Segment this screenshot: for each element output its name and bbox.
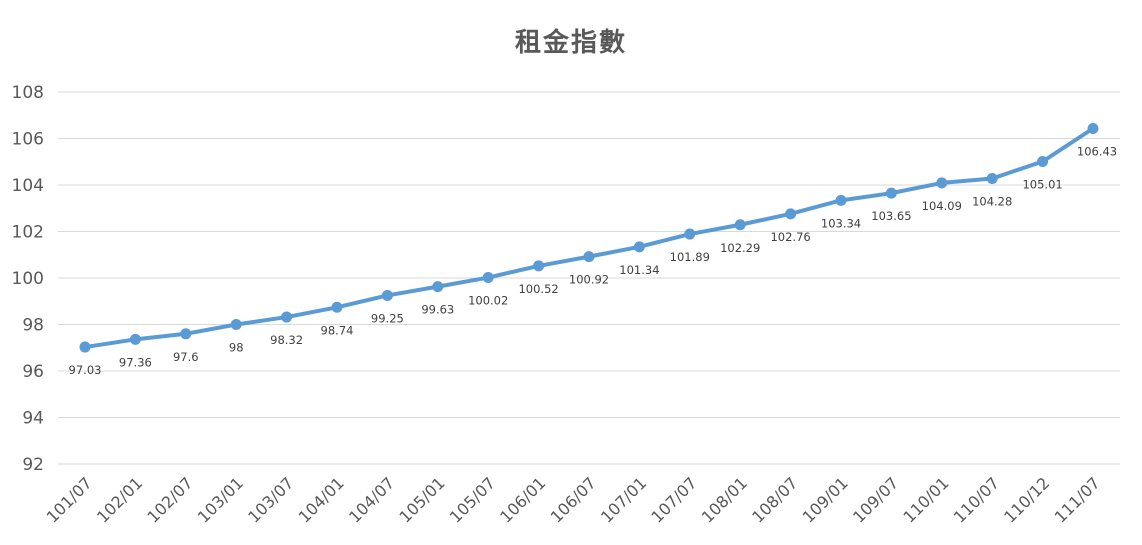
x-tick-label: 109/07 — [849, 473, 902, 526]
x-tick-label: 101/07 — [43, 473, 96, 526]
x-tick-label: 110/07 — [950, 473, 1003, 526]
data-label: 98 — [229, 341, 244, 355]
x-tick-label: 104/01 — [295, 473, 348, 526]
x-tick-label: 102/01 — [93, 473, 146, 526]
data-label: 106.43 — [1077, 145, 1117, 159]
x-tick-label: 104/07 — [345, 473, 398, 526]
data-point — [129, 333, 141, 345]
data-point — [482, 272, 494, 284]
data-label: 103.34 — [821, 216, 861, 230]
x-tick-label: 111/07 — [1051, 473, 1104, 526]
data-point — [633, 241, 645, 253]
data-label: 105.01 — [1022, 178, 1062, 192]
y-tick-label: 108 — [12, 83, 44, 103]
data-point — [281, 311, 293, 323]
data-label: 103.65 — [871, 209, 911, 223]
x-tick-label: 107/07 — [647, 473, 700, 526]
x-tick-label: 106/01 — [496, 473, 549, 526]
data-point — [1037, 156, 1049, 168]
data-label: 98.32 — [270, 333, 303, 347]
data-label: 97.03 — [69, 363, 102, 377]
data-label: 98.74 — [321, 323, 354, 337]
data-label: 101.89 — [670, 250, 710, 264]
x-tick-label: 108/01 — [698, 473, 751, 526]
data-label: 104.09 — [922, 199, 962, 213]
data-label: 99.25 — [371, 311, 404, 325]
data-point — [583, 251, 595, 263]
x-tick-label: 103/07 — [244, 473, 297, 526]
x-tick-label: 109/01 — [799, 473, 852, 526]
x-tick-label: 107/01 — [597, 473, 650, 526]
data-label: 102.29 — [720, 241, 760, 255]
data-point — [79, 341, 91, 353]
data-label: 99.63 — [421, 303, 454, 317]
y-tick-label: 104 — [12, 176, 44, 196]
data-point — [533, 260, 545, 272]
data-label: 101.34 — [619, 263, 659, 277]
data-point — [381, 289, 393, 301]
y-tick-label: 92 — [22, 455, 44, 475]
data-point — [734, 219, 746, 231]
y-tick-label: 94 — [22, 409, 44, 429]
data-label: 100.02 — [468, 294, 508, 308]
data-point — [785, 208, 797, 220]
x-tick-label: 110/01 — [899, 473, 952, 526]
y-tick-label: 98 — [22, 316, 44, 336]
x-axis-ticks: 101/07102/01102/07103/01103/07104/01104/… — [43, 473, 1104, 526]
x-tick-label: 105/01 — [395, 473, 448, 526]
data-point — [230, 319, 242, 330]
chart-title: 租金指數 — [514, 28, 627, 58]
data-point — [432, 281, 444, 293]
y-tick-label: 100 — [12, 269, 44, 289]
data-point — [986, 172, 998, 184]
x-tick-label: 103/01 — [194, 473, 247, 526]
data-point — [835, 194, 847, 206]
data-label: 102.76 — [770, 230, 810, 244]
y-tick-label: 96 — [22, 362, 44, 382]
data-point — [885, 187, 897, 199]
x-tick-label: 110/12 — [1000, 473, 1053, 526]
y-tick-label: 102 — [12, 223, 44, 243]
data-labels: 97.03 97.36 97.6 98 98.32 98.74 99.25 99.63 100.… — [69, 145, 1118, 378]
data-point — [331, 301, 343, 313]
x-tick-label: 106/07 — [547, 473, 600, 526]
data-point — [684, 228, 696, 240]
data-label: 97.36 — [119, 355, 152, 369]
series-group — [79, 123, 1099, 353]
y-axis-ticks: 92 94 96 98 100 102 104 106 108 — [12, 83, 44, 475]
data-label: 104.28 — [972, 194, 1012, 208]
y-tick-label: 106 — [12, 130, 44, 150]
data-point — [1087, 123, 1099, 135]
series-line — [83, 126, 1095, 350]
data-point — [936, 177, 948, 189]
x-tick-label: 108/07 — [748, 473, 801, 526]
data-label: 97.6 — [173, 350, 199, 364]
x-tick-label: 105/07 — [446, 473, 499, 526]
data-point — [180, 328, 192, 340]
x-tick-label: 102/07 — [143, 473, 196, 526]
data-label: 100.52 — [518, 282, 558, 296]
data-label: 100.92 — [569, 273, 609, 287]
